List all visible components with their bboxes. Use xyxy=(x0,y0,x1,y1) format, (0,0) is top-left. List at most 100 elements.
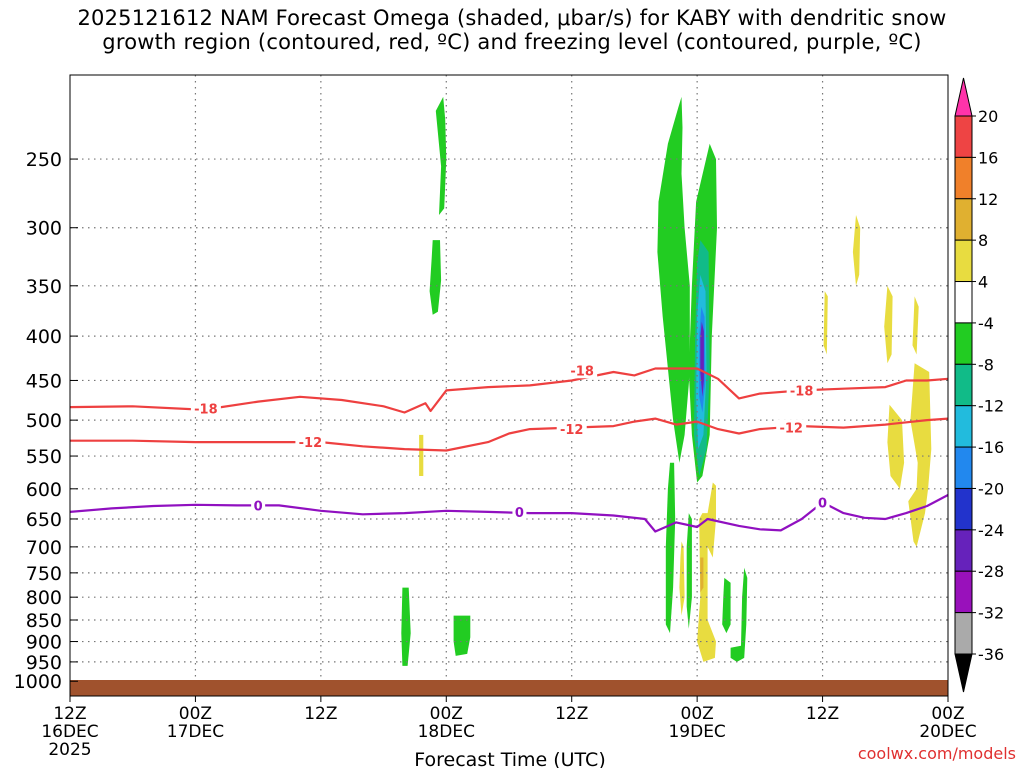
contour-label-bg-1-1 xyxy=(556,421,587,438)
y-tick-label-750: 750 xyxy=(26,563,62,585)
colorbar-label-10: -24 xyxy=(978,521,1004,540)
colorbar: 20 16 12 8 4 -4 -8 -12 -16 -20 -24 -28 -32 -36 xyxy=(954,77,1004,693)
y-tick-label-650: 650 xyxy=(26,509,62,531)
colorbar-label-6: -8 xyxy=(978,355,994,374)
contour-label-bg-1-2 xyxy=(776,419,807,436)
y-axis-ticks: 2503003504004505005506006507007508008509… xyxy=(14,149,78,693)
contour-label-bg-2-1 xyxy=(512,503,527,520)
colorbar-label-5: -4 xyxy=(978,314,994,333)
colorbar-label-1: 16 xyxy=(978,148,998,167)
colorbar-top-arrow xyxy=(954,77,973,117)
colorbar-cell-12 xyxy=(954,612,973,655)
x-tick-label-60: 00Z xyxy=(681,704,714,724)
omega-region-10 xyxy=(686,513,692,629)
colorbar-label-3: 8 xyxy=(978,231,988,250)
contour-label-0-0: -18 xyxy=(194,403,218,418)
x-tick-sublabel-60: 19DEC xyxy=(668,722,725,742)
omega-region-8 xyxy=(700,321,704,397)
chart-title: 2025121612 NAM Forecast Omega (shaded, μ… xyxy=(77,6,947,54)
x-tick-label-36: 00Z xyxy=(430,704,463,724)
colorbar-label-12: -32 xyxy=(978,604,1004,623)
x-tick-sublabel-84: 20DEC xyxy=(919,722,976,742)
colorbar-cell-9 xyxy=(954,487,973,531)
colorbar-cell-11 xyxy=(954,570,973,614)
colorbar-cell-2 xyxy=(954,198,973,241)
contour-label-bg-2-0 xyxy=(251,497,266,514)
y-tick-label-700: 700 xyxy=(26,537,62,559)
y-tick-label-800: 800 xyxy=(26,587,62,609)
y-tick-label-550: 550 xyxy=(26,446,62,468)
colorbar-label-11: -28 xyxy=(978,562,1004,581)
omega-shading xyxy=(401,96,932,666)
omega-region-20 xyxy=(884,285,893,364)
colorbar-label-4: 4 xyxy=(978,273,988,292)
omega-region-19 xyxy=(823,291,828,355)
colorbar-label-8: -16 xyxy=(978,438,1004,457)
colorbar-cell-7 xyxy=(954,405,973,448)
colorbar-label-13: -36 xyxy=(978,645,1004,664)
x-tick-sublabel-0: 16DEC xyxy=(41,722,98,742)
contour-labels: -18 -18 -18 -12 -12 -12 0 0 0 xyxy=(190,362,830,521)
plot-frame xyxy=(69,74,949,697)
y-tick-label-600: 600 xyxy=(26,479,62,501)
x-tick-label-72: 12Z xyxy=(806,704,839,724)
omega-region-12 xyxy=(697,482,716,662)
x-axis-label: Forecast Time (UTC) xyxy=(414,749,605,768)
colorbar-cell-0 xyxy=(954,115,973,158)
y-tick-label-450: 450 xyxy=(26,370,62,392)
colorbar-cell-8 xyxy=(954,446,973,489)
omega-region-18 xyxy=(852,215,861,286)
contour-label-1-1: -12 xyxy=(560,423,584,438)
colorbar-cell-5 xyxy=(954,322,973,365)
x-tick-sublabel-12: 17DEC xyxy=(167,722,224,742)
omega-region-3 xyxy=(657,96,690,463)
omega-region-14 xyxy=(401,587,411,666)
y-tick-label-250: 250 xyxy=(26,149,62,171)
colorbar-cell-6 xyxy=(954,363,973,407)
colorbar-cell-1 xyxy=(954,156,973,200)
contour-label-bg-0-1 xyxy=(567,362,598,379)
omega-region-0 xyxy=(435,96,447,215)
colorbar-label-9: -20 xyxy=(978,479,1004,498)
y-tick-label-900: 900 xyxy=(26,632,62,654)
x-tick-sublabel-36: 18DEC xyxy=(418,722,475,742)
colorbar-cell-4 xyxy=(954,281,973,324)
x-tick-label-48: 12Z xyxy=(555,704,588,724)
colorbar-label-7: -12 xyxy=(978,397,1004,416)
contour-label-bg-0-0 xyxy=(190,400,221,417)
contour-label-bg-0-2 xyxy=(786,382,817,399)
omega-region-11 xyxy=(679,541,685,616)
contour-label-bg-1-0 xyxy=(295,434,326,451)
omega-region-15 xyxy=(453,615,471,656)
contour-line-0 xyxy=(70,367,948,414)
omega-region-22 xyxy=(908,363,932,547)
colorbar-label-2: 12 xyxy=(978,190,998,209)
omega-region-21 xyxy=(912,296,919,355)
y-tick-label-400: 400 xyxy=(26,326,62,348)
omega-region-16 xyxy=(722,577,731,634)
credit-text: coolwx.com/models xyxy=(857,744,1016,763)
y-tick-label-350: 350 xyxy=(26,276,62,298)
y-tick-label-500: 500 xyxy=(26,410,62,432)
x-tick-year-0: 2025 xyxy=(48,740,91,760)
omega-region-13 xyxy=(700,557,704,593)
contour-label-1-0: -12 xyxy=(299,436,323,451)
terrain-ground xyxy=(70,680,948,696)
omega-region-2 xyxy=(419,434,424,476)
omega-region-1 xyxy=(429,240,442,315)
colorbar-cell-3 xyxy=(954,239,973,283)
y-tick-label-850: 850 xyxy=(26,610,62,632)
contour-label-0-2: -18 xyxy=(790,384,814,399)
y-tick-label-1000: 1000 xyxy=(14,671,62,693)
colorbar-bottom-arrow xyxy=(954,653,973,693)
x-tick-label-12: 00Z xyxy=(179,704,212,724)
omega-region-9 xyxy=(665,462,676,634)
x-tick-label-84: 00Z xyxy=(931,704,964,724)
colorbar-cell-10 xyxy=(954,529,973,572)
contour-label-0-1: -18 xyxy=(570,364,594,379)
x-tick-label-24: 12Z xyxy=(304,704,337,724)
contour-label-bg-2-2 xyxy=(815,494,830,511)
contour-label-1-2: -12 xyxy=(779,422,803,437)
